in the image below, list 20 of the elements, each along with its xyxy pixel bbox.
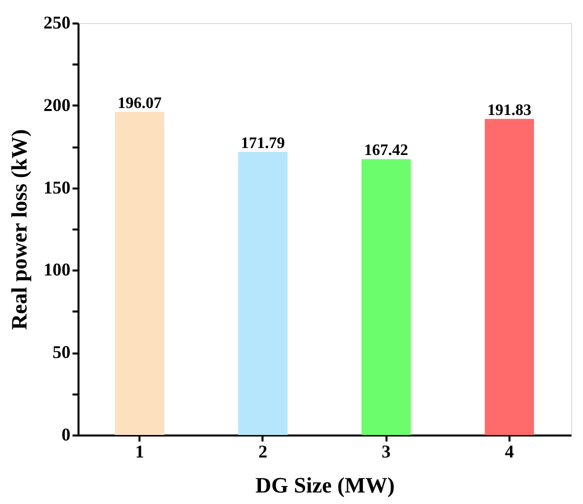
data-label: 191.83 (487, 102, 532, 119)
y-tick-label: 150 (44, 177, 70, 198)
y-tick-label: 100 (44, 260, 70, 280)
x-tick-label: 3 (382, 442, 391, 462)
bar (484, 118, 534, 435)
data-label: 171.79 (240, 134, 285, 152)
bar (361, 159, 411, 435)
y-tick-label: 250 (44, 12, 70, 32)
bar (238, 152, 288, 435)
y-tick-label: 0 (62, 424, 70, 444)
x-tick-label: 2 (258, 442, 268, 462)
x-tick-label: 1 (135, 442, 144, 462)
x-tick-label: 4 (504, 442, 514, 462)
bar (114, 112, 164, 435)
y-tick-label: 200 (44, 94, 70, 115)
y-axis-title: Real power loss (kW) (6, 129, 32, 330)
x-axis-title: DG Size (MW) (255, 472, 395, 498)
y-tick-label: 50 (52, 342, 70, 362)
data-label: 196.07 (118, 94, 162, 112)
data-label: 167.42 (364, 142, 408, 160)
